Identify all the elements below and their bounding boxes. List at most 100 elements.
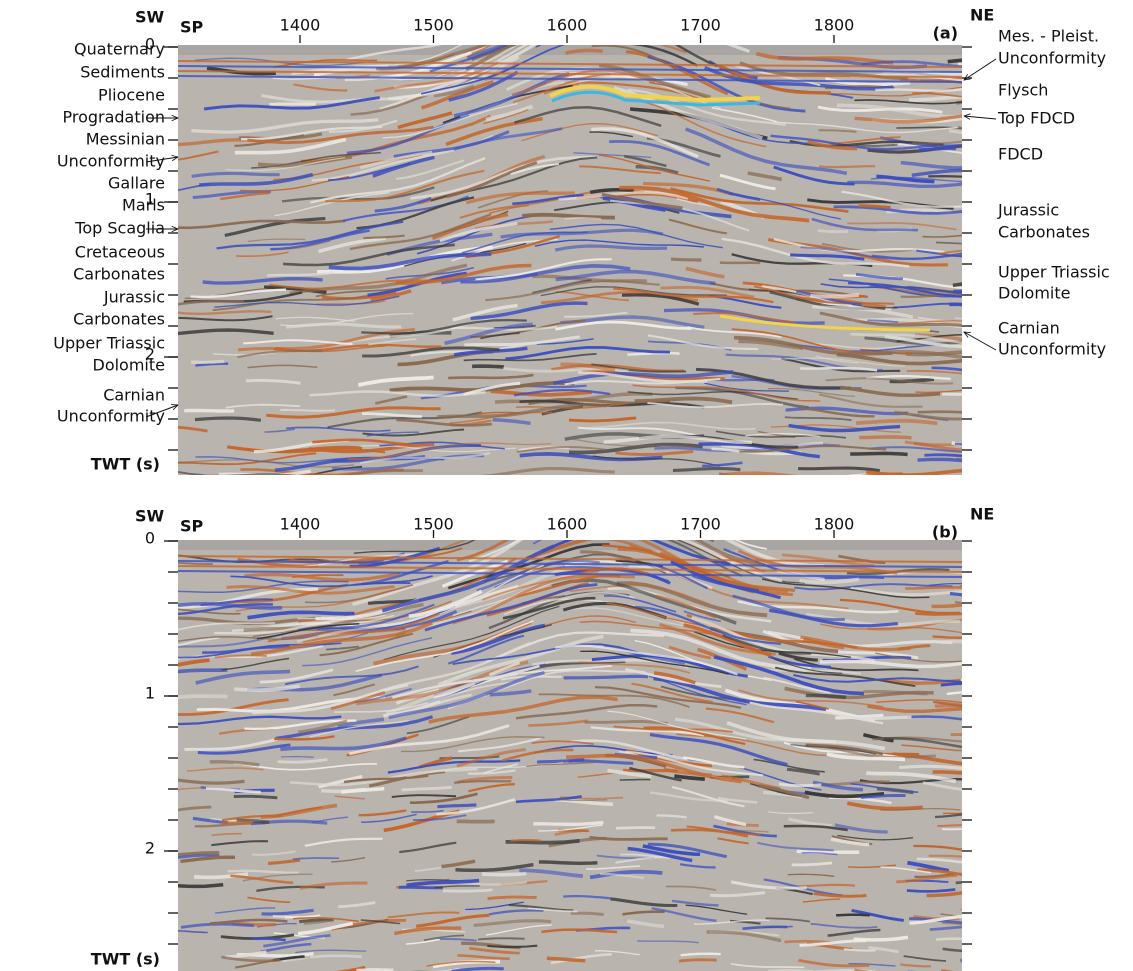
seismic-reflector <box>281 755 315 758</box>
seismic-reflector <box>220 191 270 201</box>
seismic-reflector <box>679 863 716 869</box>
seismic-reflector <box>218 469 312 475</box>
seismic-reflector <box>424 693 472 709</box>
seafloor-reflector <box>178 560 962 568</box>
seismic-reflector <box>625 50 729 96</box>
seismic-reflector <box>541 928 618 934</box>
seismic-reflector <box>625 750 764 777</box>
seismic-reflector <box>522 212 615 220</box>
seismic-reflector <box>310 157 486 204</box>
seismic-reflector <box>409 792 478 805</box>
seismic-reflector <box>382 102 518 139</box>
seismic-reflector <box>715 430 847 439</box>
seismic-reflector <box>180 922 254 929</box>
seismic-reflector <box>202 644 290 654</box>
seismic-reflector <box>512 193 584 206</box>
seismic-reflector <box>767 655 832 669</box>
seismic-reflector <box>292 574 344 579</box>
seismic-reflector <box>540 286 727 297</box>
seismic-reflector <box>532 279 592 294</box>
seismic-reflector <box>931 366 962 372</box>
seismic-reflector <box>397 111 453 130</box>
seismic-reflector <box>262 614 395 631</box>
seismic-reflector <box>564 216 602 221</box>
seismic-reflector <box>615 855 668 864</box>
seismic-reflector <box>225 950 267 959</box>
seismic-reflector <box>728 192 842 220</box>
seismic-reflector <box>391 794 457 798</box>
seafloor-reflector <box>178 555 962 563</box>
seismic-reflector <box>732 594 845 622</box>
seismic-reflector <box>836 352 962 366</box>
seismic-reflector <box>203 96 380 111</box>
seismic-reflector <box>705 707 775 724</box>
seismic-reflector <box>861 60 962 68</box>
seismic-reflector <box>570 739 688 761</box>
y-tick-label: 1 <box>145 190 155 209</box>
seismic-reflector <box>773 238 945 254</box>
seismic-reflector <box>178 778 245 785</box>
seismic-reflector <box>670 828 749 838</box>
seismic-reflector <box>299 881 368 890</box>
seismic-reflector <box>685 904 748 915</box>
seismic-reflector <box>798 466 880 473</box>
seismic-reflector <box>178 854 220 859</box>
seismic-reflector <box>894 410 962 421</box>
seismic-reflector <box>793 674 962 683</box>
annotation-arrow <box>145 405 178 418</box>
seismic-reflector <box>244 571 401 582</box>
seismic-reflector <box>841 190 962 208</box>
seismic-reflector <box>202 276 323 285</box>
seismic-reflector <box>464 45 514 72</box>
seismic-reflector <box>370 289 412 302</box>
seismic-reflector <box>622 910 665 916</box>
seismic-reflector <box>399 841 457 854</box>
seismic-reflector <box>683 756 745 769</box>
seismic-reflector <box>195 669 291 685</box>
seismic-reflector <box>892 302 962 309</box>
y-tick-label: 1 <box>145 684 155 703</box>
seismic-reflector <box>541 540 731 566</box>
seismic-reflector <box>761 578 930 599</box>
x-axis-label: SP <box>180 517 204 536</box>
seismic-reflector <box>907 715 962 721</box>
seismic-reflector <box>346 113 470 155</box>
left-annotation: Cretaceous <box>75 243 165 262</box>
seismic-reflector <box>915 389 962 394</box>
seismic-reflector <box>233 794 278 800</box>
seismic-reflector <box>685 266 725 279</box>
left-annotation: Messinian <box>86 130 165 149</box>
seismic-reflector <box>896 333 962 343</box>
seismic-reflector <box>274 191 390 217</box>
seismic-reflector <box>867 319 899 324</box>
seismic-reflector <box>526 761 596 768</box>
seismic-reflector <box>362 428 465 437</box>
seismic-reflector <box>388 670 546 720</box>
seismic-reflector <box>805 693 847 700</box>
seismic-reflector <box>794 658 919 672</box>
seismic-reflector <box>362 346 500 358</box>
seismic-reflector <box>839 385 941 398</box>
seismic-reflector <box>825 377 954 385</box>
seismic-reflector <box>507 0 683 27</box>
x-tick-label: 1800 <box>814 515 855 534</box>
seismic-reflector <box>333 683 376 697</box>
seismic-reflector <box>227 869 299 874</box>
seismic-reflector <box>624 155 667 168</box>
panel-label: (a) <box>933 24 958 43</box>
seismic-reflector <box>568 442 703 455</box>
seismic-reflector <box>453 71 570 118</box>
seismic-reflector <box>463 381 521 396</box>
seismic-reflector <box>601 192 683 210</box>
seismic-reflector <box>880 807 961 811</box>
seismic-reflector <box>531 740 594 745</box>
seismic-reflector <box>452 643 638 665</box>
seismic-reflector <box>629 766 682 782</box>
seismic-reflector <box>214 654 267 659</box>
seismic-reflector <box>396 159 465 181</box>
seismic-reflector <box>441 859 476 869</box>
seismic-reflector <box>536 757 585 764</box>
seismic-reflector <box>722 634 812 655</box>
seismic-reflector <box>406 878 480 888</box>
seismic-reflector <box>214 617 353 635</box>
